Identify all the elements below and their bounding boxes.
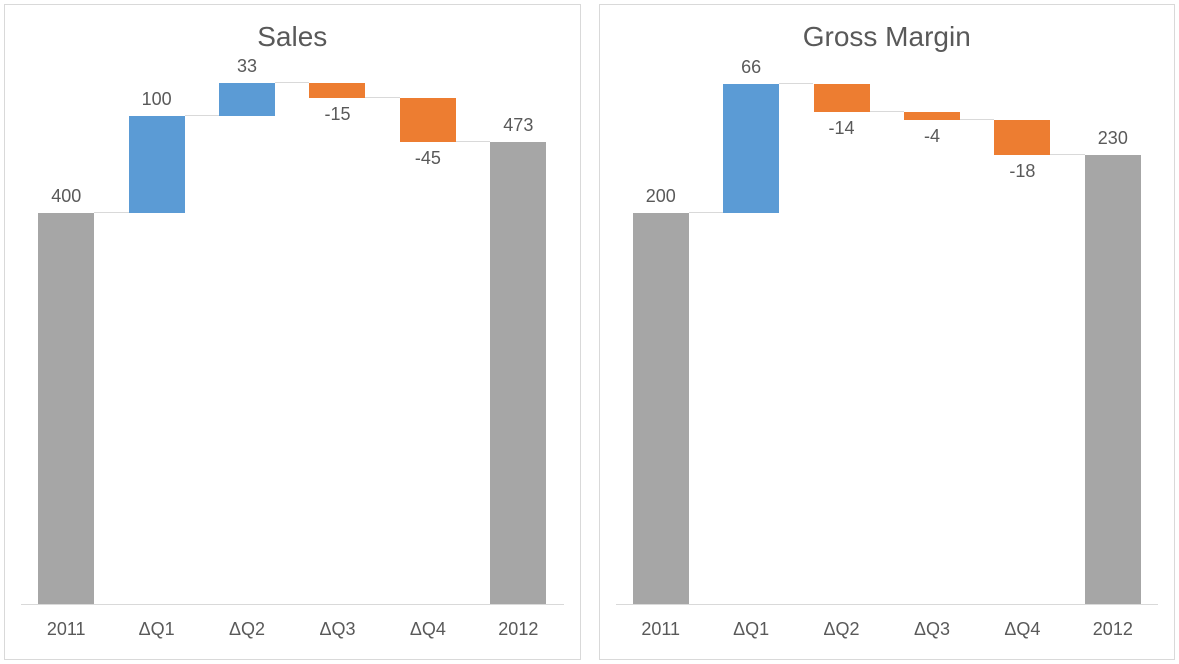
bar-increase <box>129 116 185 214</box>
connector-line <box>185 115 219 116</box>
bar-slot: 100 <box>111 57 201 604</box>
bar-decrease <box>904 112 960 120</box>
bars-layer: 200 66 -14-4-18230 <box>616 57 1159 604</box>
bar-slot: -18 <box>977 57 1067 604</box>
bar-total <box>1085 155 1141 604</box>
chart-panel-sales: Sales 400 10033 -15 -45473 2011ΔQ1ΔQ2ΔQ3ΔQ420… <box>4 4 581 660</box>
connector-line <box>779 83 813 84</box>
bar-label: -14 <box>796 118 886 139</box>
bar-increase <box>219 83 275 115</box>
chart-title: Sales <box>21 19 564 55</box>
bar-label: 473 <box>473 115 563 136</box>
bar-label: 66 <box>706 57 796 78</box>
plot-wrap: 200 66 -14-4-18230 2011ΔQ1ΔQ2ΔQ3ΔQ42012 <box>616 57 1159 653</box>
bar-label: -45 <box>383 148 473 169</box>
x-tick-label: ΔQ3 <box>887 619 977 640</box>
bar-decrease <box>994 120 1050 155</box>
bar-slot: -45 <box>383 57 473 604</box>
x-tick-label: ΔQ1 <box>706 619 796 640</box>
x-tick-label: ΔQ4 <box>977 619 1067 640</box>
plot-wrap: 400 10033 -15 -45473 2011ΔQ1ΔQ2ΔQ3ΔQ42012 <box>21 57 564 653</box>
x-tick-label: 2011 <box>616 619 706 640</box>
x-tick-label: ΔQ1 <box>111 619 201 640</box>
x-tick-label: 2011 <box>21 619 111 640</box>
x-tick-label: ΔQ4 <box>383 619 473 640</box>
bar-label: 33 <box>202 56 292 77</box>
connector-line <box>94 212 128 213</box>
x-axis: 2011ΔQ1ΔQ2ΔQ3ΔQ42012 <box>616 605 1159 653</box>
connector-line <box>275 82 309 83</box>
bar-decrease <box>814 84 870 111</box>
chart-title: Gross Margin <box>616 19 1159 55</box>
bar-increase <box>723 84 779 213</box>
bar-label: 200 <box>616 186 706 207</box>
plot-area: 200 66 -14-4-18230 <box>616 57 1159 605</box>
x-tick-label: 2012 <box>1068 619 1158 640</box>
x-tick-label: 2012 <box>473 619 563 640</box>
bar-label: -18 <box>977 161 1067 182</box>
bar-total <box>490 142 546 604</box>
chart-panel-gross-margin: Gross Margin20066-14-4-182302011ΔQ1ΔQ2ΔQ… <box>599 4 1176 660</box>
bar-label: -4 <box>887 126 977 147</box>
bar-decrease <box>309 83 365 98</box>
bar-total <box>38 213 94 604</box>
x-axis: 2011ΔQ1ΔQ2ΔQ3ΔQ42012 <box>21 605 564 653</box>
bar-label: 400 <box>21 186 111 207</box>
bar-slot: 400 <box>21 57 111 604</box>
connector-line <box>960 119 994 120</box>
bar-slot: 33 <box>202 57 292 604</box>
chart-panels: Sales40010033-15-454732011ΔQ1ΔQ2ΔQ3ΔQ420… <box>0 0 1179 664</box>
bar-slot: 66 <box>706 57 796 604</box>
connector-line <box>689 212 723 213</box>
x-tick-label: ΔQ3 <box>292 619 382 640</box>
bar-slot: -14 <box>796 57 886 604</box>
bar-label: 230 <box>1068 128 1158 149</box>
x-tick-label: ΔQ2 <box>796 619 886 640</box>
connector-line <box>1050 154 1084 155</box>
connector-line <box>870 111 904 112</box>
bar-slot: -4 <box>887 57 977 604</box>
bar-label: -15 <box>292 104 382 125</box>
bar-decrease <box>400 98 456 142</box>
bars-layer: 400 10033 -15 -45473 <box>21 57 564 604</box>
connector-line <box>365 97 399 98</box>
connector-line <box>456 141 490 142</box>
bar-slot: 200 <box>616 57 706 604</box>
plot-area: 400 10033 -15 -45473 <box>21 57 564 605</box>
bar-slot: 230 <box>1068 57 1158 604</box>
bar-label: 100 <box>111 89 201 110</box>
x-tick-label: ΔQ2 <box>202 619 292 640</box>
bar-slot: 473 <box>473 57 563 604</box>
bar-total <box>633 213 689 604</box>
bar-slot: -15 <box>292 57 382 604</box>
